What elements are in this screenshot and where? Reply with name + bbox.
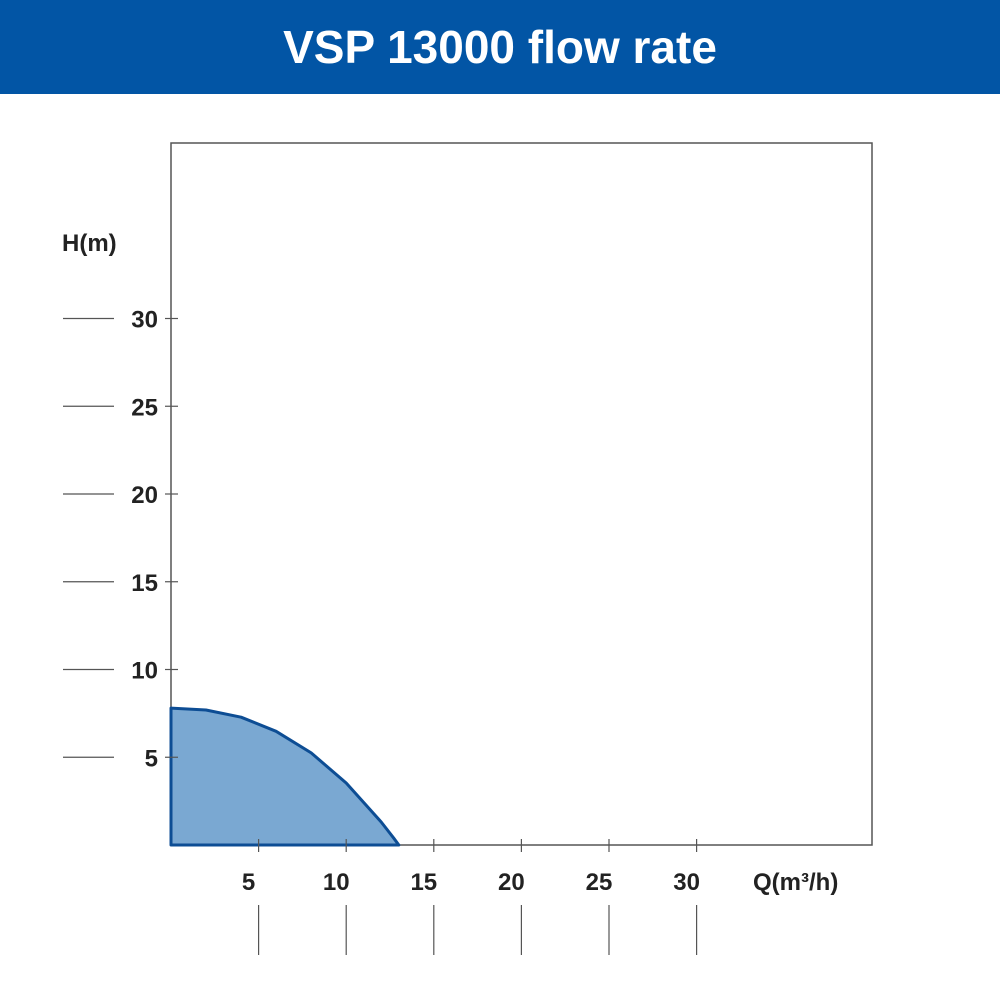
- x-tick-label: 20: [498, 869, 525, 896]
- title-banner: VSP 13000 flow rate: [0, 0, 1000, 94]
- chart-title: VSP 13000 flow rate: [283, 21, 717, 73]
- y-tick-label: 15: [131, 570, 158, 597]
- y-axis-label: H(m): [62, 230, 117, 257]
- y-tick-label: 25: [131, 394, 158, 421]
- x-axis-label: Q(m³/h): [753, 869, 838, 896]
- x-tick-label: 25: [586, 869, 613, 896]
- y-tick-label: 5: [145, 745, 158, 772]
- y-tick-label: 20: [131, 482, 158, 509]
- x-tick-label: 30: [673, 869, 700, 896]
- y-tick-label: 30: [131, 307, 158, 334]
- x-tick-label: 15: [410, 869, 437, 896]
- y-tick-label: 10: [131, 658, 158, 685]
- x-tick-label: 5: [242, 869, 255, 896]
- x-tick-label: 10: [323, 869, 350, 896]
- performance-curve-area: [169, 706, 401, 847]
